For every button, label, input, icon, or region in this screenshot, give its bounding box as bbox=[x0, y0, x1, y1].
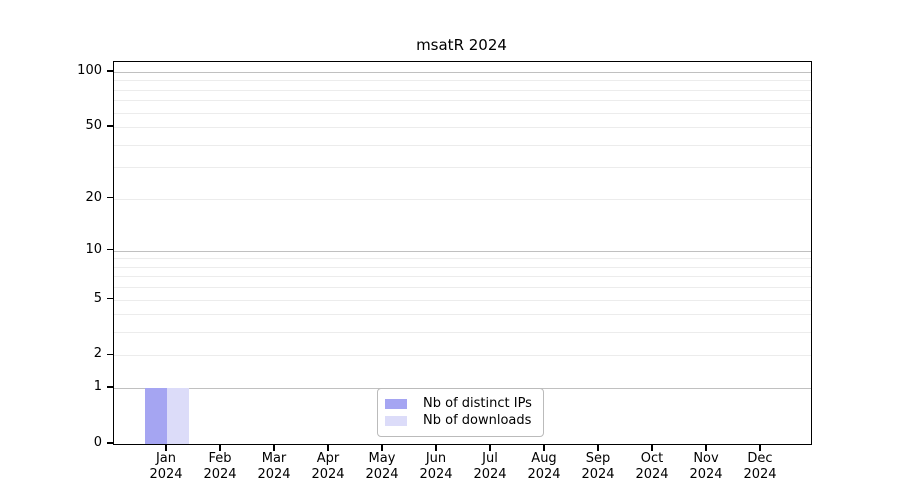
legend-swatch-distinct-ips bbox=[385, 398, 407, 409]
x-axis-tick bbox=[489, 444, 491, 451]
x-tick-year: 2024 bbox=[581, 467, 615, 482]
minor-gridline bbox=[114, 167, 811, 169]
x-tick-year: 2024 bbox=[635, 467, 669, 482]
legend: Nb of distinct IPs Nb of downloads bbox=[377, 388, 544, 437]
x-axis-tick bbox=[327, 444, 329, 451]
x-axis-tick bbox=[381, 444, 383, 451]
x-axis-tick bbox=[165, 444, 167, 451]
x-tick-month: Jun bbox=[425, 451, 447, 466]
x-tick-label: Mar 2024 bbox=[247, 451, 301, 483]
x-axis-tick bbox=[597, 444, 599, 451]
minor-gridline bbox=[114, 287, 811, 289]
minor-gridline bbox=[114, 266, 811, 268]
legend-label-distinct-ips: Nb of distinct IPs bbox=[423, 396, 532, 411]
x-tick-month: Nov bbox=[693, 451, 719, 466]
y-axis-tick bbox=[107, 386, 113, 388]
minor-gridline bbox=[114, 127, 811, 129]
y-tick-label: 100 bbox=[77, 63, 102, 78]
x-tick-label: May 2024 bbox=[355, 451, 409, 483]
minor-gridline bbox=[114, 80, 811, 82]
y-axis-tick bbox=[107, 196, 113, 199]
y-tick-label: 1 bbox=[93, 379, 102, 395]
x-tick-month: Jan bbox=[155, 451, 177, 466]
x-axis-tick bbox=[273, 444, 275, 451]
x-axis-tick bbox=[651, 444, 653, 451]
minor-gridline bbox=[114, 299, 811, 301]
x-tick-year: 2024 bbox=[743, 467, 777, 482]
x-tick-label: Jun 2024 bbox=[409, 451, 463, 483]
x-tick-month: Apr bbox=[316, 451, 340, 466]
x-tick-year: 2024 bbox=[689, 467, 723, 482]
x-tick-label: Oct 2024 bbox=[625, 451, 679, 483]
x-tick-month: Mar bbox=[261, 451, 287, 466]
x-tick-month: Aug bbox=[531, 451, 557, 466]
x-axis-tick bbox=[705, 444, 707, 451]
x-tick-month: Oct bbox=[640, 451, 664, 466]
x-tick-month: Sep bbox=[585, 451, 611, 466]
y-tick-label: 50 bbox=[85, 118, 102, 134]
x-tick-year: 2024 bbox=[149, 467, 183, 482]
minor-gridline bbox=[114, 332, 811, 334]
x-tick-label: Sep 2024 bbox=[571, 451, 625, 483]
minor-gridline bbox=[114, 276, 811, 278]
chart-title: msatR 2024 bbox=[416, 36, 507, 54]
minor-gridline bbox=[114, 144, 811, 146]
minor-gridline bbox=[114, 112, 811, 114]
minor-gridline bbox=[114, 355, 811, 357]
x-tick-label: Feb 2024 bbox=[193, 451, 247, 483]
x-tick-year: 2024 bbox=[419, 467, 453, 482]
y-axis-tick bbox=[107, 125, 113, 127]
x-tick-label: Jul 2024 bbox=[463, 451, 517, 483]
y-axis-tick bbox=[107, 70, 113, 72]
major-gridline bbox=[114, 72, 811, 73]
x-tick-year: 2024 bbox=[203, 467, 237, 482]
x-tick-label: Jan 2024 bbox=[139, 451, 193, 483]
x-axis-tick bbox=[219, 444, 221, 451]
x-tick-year: 2024 bbox=[527, 467, 561, 482]
x-tick-label: Nov 2024 bbox=[679, 451, 733, 483]
major-gridline bbox=[114, 250, 811, 252]
x-axis-tick bbox=[543, 444, 545, 451]
minor-gridline bbox=[114, 100, 811, 102]
y-axis-tick bbox=[107, 248, 113, 251]
y-axis-tick bbox=[107, 353, 113, 356]
x-tick-year: 2024 bbox=[311, 467, 345, 482]
legend-entry-distinct-ips: Nb of distinct IPs bbox=[385, 395, 543, 412]
x-tick-year: 2024 bbox=[257, 467, 291, 482]
y-tick-label: 20 bbox=[85, 189, 102, 205]
legend-label-downloads: Nb of downloads bbox=[423, 413, 532, 428]
bar-downloads bbox=[167, 388, 189, 444]
y-tick-label: 0 bbox=[93, 435, 102, 450]
minor-gridline bbox=[114, 198, 811, 200]
y-tick-label: 2 bbox=[93, 346, 102, 362]
legend-entry-downloads: Nb of downloads bbox=[385, 412, 543, 429]
x-tick-label: Apr 2024 bbox=[301, 451, 355, 483]
x-tick-year: 2024 bbox=[365, 467, 399, 482]
x-tick-label: Aug 2024 bbox=[517, 451, 571, 483]
x-tick-month: May bbox=[368, 451, 396, 466]
x-tick-month: Dec bbox=[747, 451, 773, 466]
y-axis-tick bbox=[107, 442, 113, 444]
minor-gridline bbox=[114, 89, 811, 91]
plot-area bbox=[113, 61, 812, 445]
y-tick-label: 5 bbox=[93, 290, 102, 306]
x-tick-month: Feb bbox=[208, 451, 232, 466]
minor-gridline bbox=[114, 258, 811, 260]
x-tick-month: Jul bbox=[482, 451, 498, 466]
bar-distinct-ips bbox=[145, 388, 167, 444]
x-tick-label: Dec 2024 bbox=[733, 451, 787, 483]
minor-gridline bbox=[114, 314, 811, 316]
y-axis-tick bbox=[107, 297, 113, 300]
y-tick-label: 10 bbox=[85, 241, 102, 257]
x-tick-year: 2024 bbox=[473, 467, 507, 482]
x-axis-tick bbox=[759, 444, 761, 451]
x-axis-tick bbox=[435, 444, 437, 451]
legend-swatch-downloads bbox=[385, 415, 407, 426]
